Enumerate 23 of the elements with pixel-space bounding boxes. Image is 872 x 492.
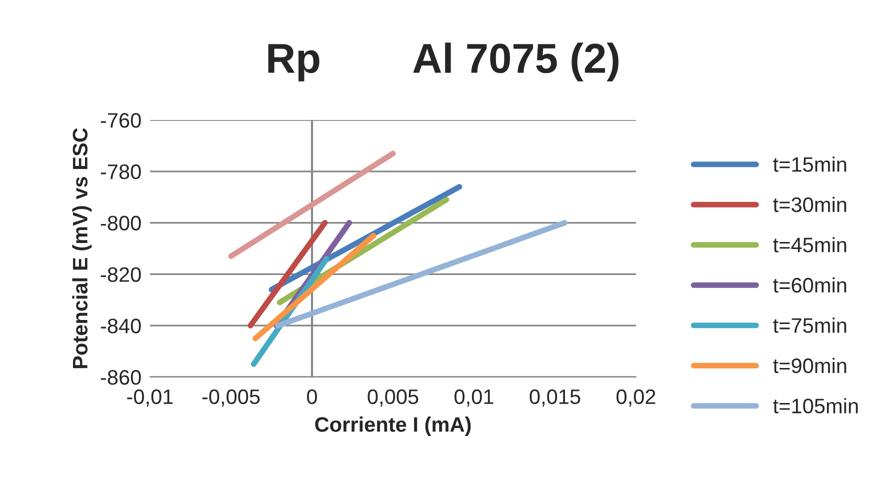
chart-title: Rp Al 7075 (2) — [268, 42, 618, 82]
legend-label: t=45min — [773, 237, 846, 252]
y-tick-label: -800 — [100, 216, 141, 231]
legend-label: t=105min — [773, 398, 858, 414]
y-tick-label: -860 — [100, 370, 141, 385]
legend-label: t=60min — [773, 277, 846, 293]
legend-label: t=15min — [773, 156, 846, 172]
y-tick-label: -780 — [100, 164, 141, 180]
x-tick-label: -0,01 — [127, 389, 173, 407]
legend-label: t=30min — [773, 196, 846, 212]
legend-label: t=90min — [773, 358, 846, 374]
y-tick-label: -840 — [100, 318, 141, 334]
y-axis-title: Potencial E (mV) vs ESC — [72, 128, 92, 368]
x-tick-label: 0,015 — [530, 389, 580, 407]
x-tick-label: 0,02 — [616, 389, 656, 407]
x-tick-label: 0,005 — [368, 389, 418, 407]
y-tick-label: -820 — [100, 267, 141, 282]
x-tick-label: -0,005 — [202, 389, 260, 407]
x-tick-label: 0,01 — [454, 389, 494, 407]
y-tick-label: -760 — [100, 113, 141, 128]
x-tick-label: 0 — [307, 389, 317, 404]
legend-label: t=75min — [773, 318, 846, 333]
x-axis-title: Corriente I (mA) — [315, 416, 471, 436]
